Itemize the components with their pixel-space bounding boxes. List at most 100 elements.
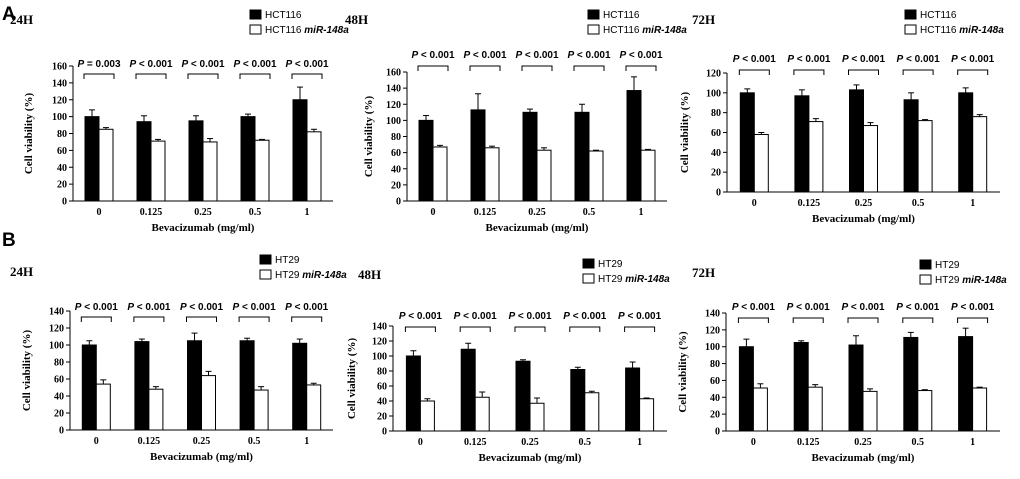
y-axis-label: Cell viability (%) bbox=[21, 330, 33, 412]
y-tick-label: 0 bbox=[59, 426, 64, 437]
y-axis-label: Cell viability (%) bbox=[23, 93, 35, 175]
significance-label: P < 0.001 bbox=[732, 302, 776, 313]
bar-control bbox=[240, 116, 256, 202]
significance-bracket bbox=[135, 73, 167, 79]
bar-control bbox=[292, 99, 308, 202]
bar-control bbox=[570, 369, 586, 432]
legend-swatch-mir148a bbox=[919, 274, 932, 285]
significance-bracket bbox=[902, 317, 934, 323]
significance-label: P < 0.001 bbox=[619, 50, 663, 61]
x-tick-label: 0 bbox=[418, 437, 423, 448]
bar-control bbox=[848, 344, 864, 432]
y-tick-label: 140 bbox=[52, 78, 67, 89]
significance-bracket bbox=[793, 69, 825, 75]
bar-mir148a bbox=[253, 389, 269, 431]
y-tick-label: 160 bbox=[386, 68, 401, 79]
significance-label: P < 0.001 bbox=[411, 50, 455, 61]
bar-control bbox=[187, 340, 202, 431]
x-tick-label: 0.125 bbox=[798, 198, 821, 209]
significance-bracket bbox=[469, 65, 501, 71]
bar-control bbox=[405, 355, 421, 432]
y-tick-label: 80 bbox=[391, 132, 401, 143]
y-tick-label: 0 bbox=[62, 197, 67, 208]
y-tick-label: 100 bbox=[372, 352, 387, 363]
bar-mir148a bbox=[254, 139, 270, 202]
y-tick-label: 20 bbox=[57, 180, 67, 191]
significance-label: P < 0.001 bbox=[463, 50, 507, 61]
bar-mir148a bbox=[419, 400, 435, 432]
y-tick-label: 20 bbox=[391, 180, 401, 191]
y-tick-label: 100 bbox=[386, 116, 401, 127]
bar-mir148a bbox=[201, 375, 216, 431]
bar-control bbox=[793, 342, 809, 432]
bar-control bbox=[239, 340, 255, 431]
panel-label-b: B bbox=[2, 230, 16, 251]
y-axis-label: Cell viability (%) bbox=[346, 338, 358, 420]
chart-b-72h: 72H 0 20 40 60 80 100 120 140 Cell viability (%) B… bbox=[677, 259, 1007, 464]
y-tick-label: 120 bbox=[372, 337, 387, 348]
y-tick-label: 80 bbox=[54, 358, 64, 369]
significance-label: P < 0.001 bbox=[897, 54, 941, 65]
bar-mir148a bbox=[862, 390, 878, 432]
bar-mir148a bbox=[588, 150, 604, 202]
y-tick-label: 40 bbox=[57, 163, 67, 174]
chart-a-48h: 48H 0 20 40 60 80 100 120 140 160 Cell viability (… bbox=[345, 9, 687, 234]
bar-mir148a bbox=[640, 149, 656, 202]
significance-label: P < 0.001 bbox=[233, 59, 277, 70]
bar-mir148a bbox=[306, 131, 322, 202]
legend-swatch-control bbox=[919, 259, 932, 270]
x-tick-label: 0.5 bbox=[249, 207, 262, 218]
y-tick-label: 120 bbox=[386, 100, 401, 111]
y-tick-label: 60 bbox=[54, 375, 64, 386]
legend-label-control: HCT116 bbox=[603, 10, 640, 21]
significance-bracket bbox=[239, 73, 271, 79]
x-axis-label: Bevacizumab (mg/ml) bbox=[479, 452, 582, 464]
significance-bracket bbox=[957, 69, 989, 75]
chart-title: 48H bbox=[358, 267, 381, 282]
bar-control bbox=[574, 111, 590, 202]
significance-label: P < 0.001 bbox=[129, 59, 173, 70]
chart-b-24h: 24H 0 20 40 60 80 100 120 140 Cell viability (%) B… bbox=[10, 254, 347, 463]
bar-mir148a bbox=[98, 128, 114, 202]
y-tick-label: 100 bbox=[49, 341, 64, 352]
bar-mir148a bbox=[484, 147, 500, 202]
bar-mir148a bbox=[474, 396, 490, 432]
y-tick-label: 40 bbox=[54, 392, 64, 403]
significance-label: P < 0.001 bbox=[951, 302, 995, 313]
bar-control bbox=[626, 90, 642, 202]
significance-label: P < 0.001 bbox=[180, 302, 224, 313]
legend-label-control: HCT116 bbox=[920, 10, 957, 21]
chart-title: 24H bbox=[10, 264, 33, 279]
legend-label-mir148a: HT29 miR-148a bbox=[275, 270, 347, 281]
x-axis-label: Bevacizumab (mg/ml) bbox=[150, 451, 253, 463]
significance-bracket bbox=[902, 69, 934, 75]
x-tick-label: 0.125 bbox=[138, 436, 161, 447]
x-axis-label: Bevacizumab (mg/ml) bbox=[152, 222, 255, 234]
x-tick-label: 0 bbox=[97, 207, 102, 218]
x-tick-label: 0 bbox=[431, 207, 436, 218]
bar-control bbox=[418, 119, 434, 202]
x-tick-label: 1 bbox=[639, 207, 644, 218]
significance-bracket bbox=[848, 69, 879, 75]
y-tick-label: 80 bbox=[710, 359, 720, 370]
y-tick-label: 0 bbox=[716, 188, 721, 199]
significance-label: P < 0.001 bbox=[508, 311, 552, 322]
y-tick-label: 40 bbox=[391, 164, 401, 175]
x-tick-label: 1 bbox=[970, 437, 975, 448]
significance-bracket bbox=[569, 326, 601, 332]
chart-b-48h: 48H 0 20 40 60 80 100 120 140 Cell viability (%) B… bbox=[346, 258, 670, 464]
x-axis-label: Bevacizumab (mg/ml) bbox=[812, 452, 915, 464]
significance-label: P < 0.001 bbox=[951, 54, 995, 65]
legend-label-mir148a: HCT116 miR-148a bbox=[603, 25, 687, 36]
y-tick-label: 140 bbox=[386, 84, 401, 95]
bar-mir148a bbox=[306, 384, 322, 431]
legend-label-mir148a: HT29 miR-148a bbox=[935, 275, 1007, 286]
significance-bracket bbox=[291, 316, 323, 322]
x-tick-label: 0.25 bbox=[521, 437, 539, 448]
legend-label-control: HCT116 bbox=[265, 10, 302, 21]
significance-bracket bbox=[737, 317, 769, 323]
legend-label-mir148a: HCT116 miR-148a bbox=[265, 25, 349, 36]
x-tick-label: 0 bbox=[751, 437, 756, 448]
